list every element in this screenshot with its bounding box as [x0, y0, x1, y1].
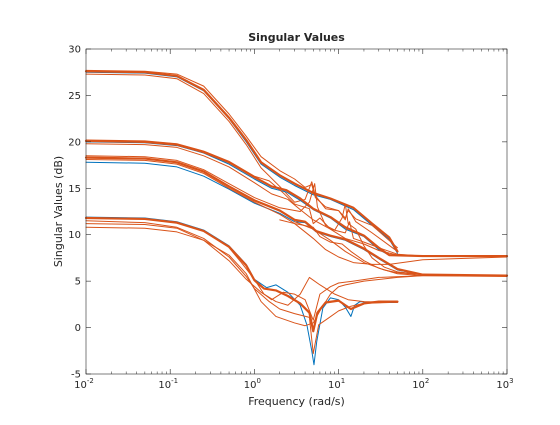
series-line-4	[85, 69, 398, 249]
y-tick-label: 0	[75, 323, 81, 334]
series-line-3	[85, 73, 398, 252]
plot-area-background	[86, 49, 507, 374]
chart-title: Singular Values	[248, 31, 345, 44]
series-line-15	[85, 220, 390, 355]
series-line-7	[85, 139, 508, 257]
major-ticks	[85, 48, 508, 375]
series-layer	[84, 69, 509, 366]
x-tick-label: 103	[496, 377, 513, 391]
minor-ticks	[111, 49, 504, 374]
y-tick-label: 30	[68, 45, 81, 56]
series-line-18	[228, 247, 508, 321]
y-tick-label: -5	[71, 370, 81, 381]
series-line-6	[84, 139, 509, 258]
x-tick-label: 102	[412, 377, 429, 391]
series-line-20	[279, 219, 508, 265]
series-line-2	[84, 70, 399, 253]
x-tick-label: 100	[244, 377, 261, 391]
x-tick-label: 10-1	[158, 377, 178, 391]
series-line-11	[85, 155, 508, 277]
series-line-19	[294, 221, 508, 277]
series-line-16	[85, 223, 398, 306]
y-tick-label: 15	[68, 184, 81, 195]
y-axis-label: Singular Values (dB)	[52, 156, 65, 267]
y-tick-label: 10	[68, 230, 81, 241]
y-tick-label: 20	[68, 137, 81, 148]
series-line-10	[84, 156, 509, 277]
series-line-8	[85, 143, 508, 257]
series-line-17	[85, 226, 508, 327]
x-tick-label: 101	[328, 377, 345, 391]
x-axis-label: Frequency (rad/s)	[248, 395, 345, 408]
y-tick-label: 25	[68, 91, 81, 102]
y-tick-label: 5	[75, 277, 81, 288]
axes-box	[85, 48, 508, 375]
